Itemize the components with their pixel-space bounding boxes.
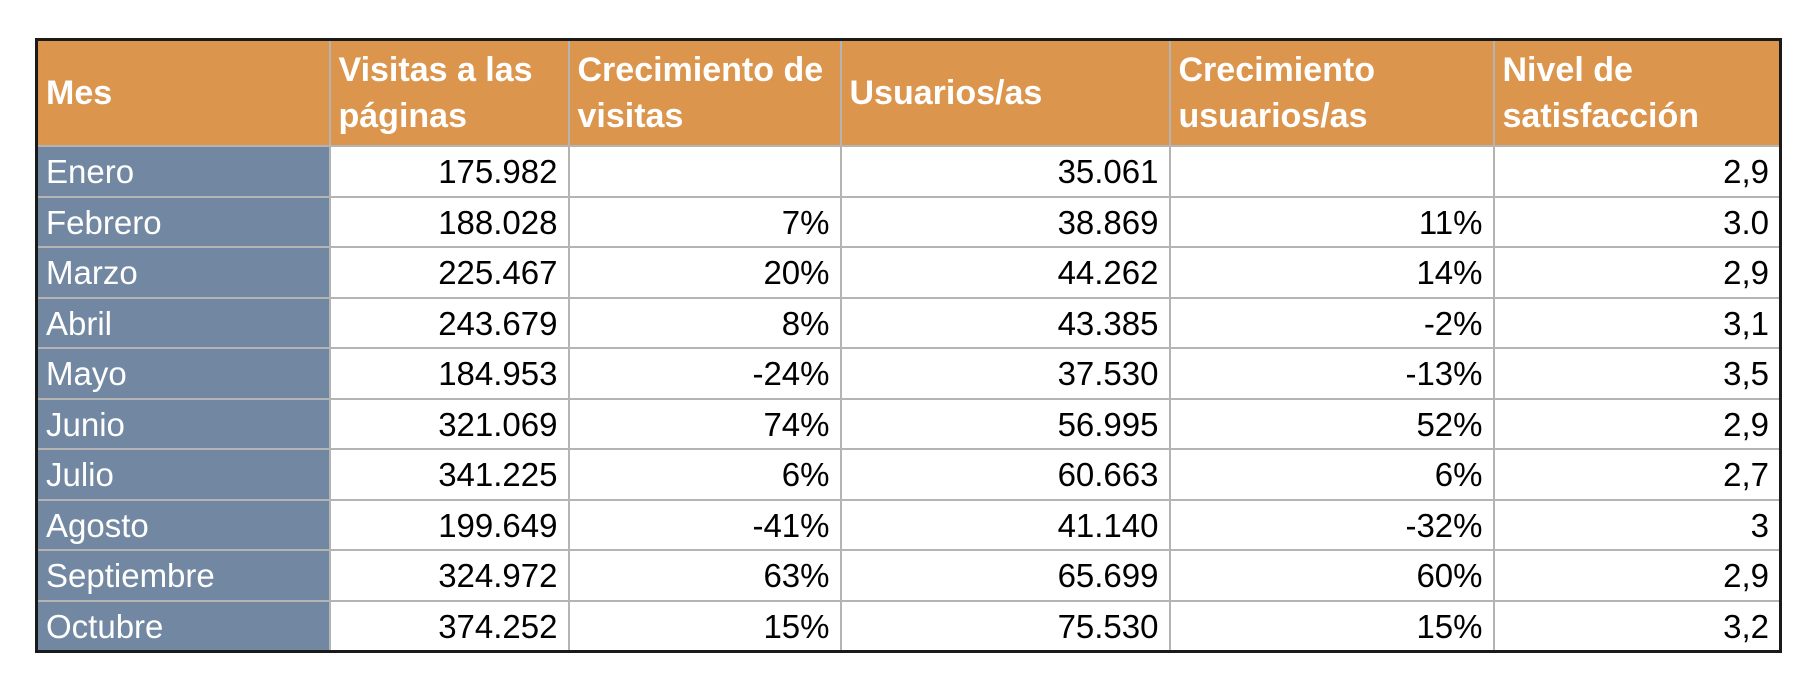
cell-crecimiento-visitas: 20% — [567, 246, 842, 299]
table-body: Enero 175.982 35.061 2,9 Febrero 188.028 7% 38.… — [36, 145, 1781, 651]
cell-mes: Septiembre — [36, 549, 331, 602]
cell-mes: Octubre — [36, 599, 331, 651]
cell-satisfaccion: 2,9 — [1492, 246, 1781, 299]
cell-satisfaccion: 3,5 — [1492, 347, 1781, 400]
cell-crecimiento-usuarios: 60% — [1168, 549, 1495, 602]
cell-crecimiento-visitas: -41% — [567, 498, 842, 551]
cell-crecimiento-visitas: 63% — [567, 549, 842, 602]
header-usuarios: Usuarios/as — [839, 39, 1171, 147]
cell-crecimiento-visitas: 7% — [567, 195, 842, 248]
header-visitas: Visitas a las páginas — [328, 39, 570, 147]
cell-crecimiento-visitas: -24% — [567, 347, 842, 400]
cell-mes: Enero — [36, 145, 331, 198]
header-crecimiento-usuarios: Crecimiento usuarios/as — [1168, 39, 1495, 147]
header-mes: Mes — [36, 39, 331, 147]
cell-visitas: 243.679 — [328, 296, 570, 349]
cell-crecimiento-visitas — [567, 145, 842, 198]
cell-satisfaccion: 2,9 — [1492, 549, 1781, 602]
cell-usuarios: 75.530 — [839, 599, 1171, 651]
cell-crecimiento-usuarios: 6% — [1168, 448, 1495, 501]
header-row: Mes Visitas a las páginas Crecimiento de… — [36, 39, 1781, 147]
cell-crecimiento-usuarios: 52% — [1168, 397, 1495, 450]
cell-mes: Junio — [36, 397, 331, 450]
table-row: Agosto 199.649 -41% 41.140 -32% 3 — [36, 498, 1781, 551]
cell-visitas: 188.028 — [328, 195, 570, 248]
table-row: Octubre 374.252 15% 75.530 15% 3,2 — [36, 599, 1781, 651]
cell-crecimiento-visitas: 6% — [567, 448, 842, 501]
cell-satisfaccion: 2,9 — [1492, 145, 1781, 198]
table-row: Mayo 184.953 -24% 37.530 -13% 3,5 — [36, 347, 1781, 400]
table-row: Septiembre 324.972 63% 65.699 60% 2,9 — [36, 549, 1781, 602]
cell-crecimiento-usuarios: 15% — [1168, 599, 1495, 651]
cell-crecimiento-visitas: 15% — [567, 599, 842, 651]
cell-satisfaccion: 2,7 — [1492, 448, 1781, 501]
cell-mes: Febrero — [36, 195, 331, 248]
monthly-stats-table: Mes Visitas a las páginas Crecimiento de… — [35, 38, 1782, 653]
table-row: Abril 243.679 8% 43.385 -2% 3,1 — [36, 296, 1781, 349]
cell-visitas: 225.467 — [328, 246, 570, 299]
cell-mes: Abril — [36, 296, 331, 349]
cell-mes: Marzo — [36, 246, 331, 299]
cell-satisfaccion: 2,9 — [1492, 397, 1781, 450]
header-crecimiento-visitas: Crecimiento de visitas — [567, 39, 842, 147]
cell-satisfaccion: 3,2 — [1492, 599, 1781, 651]
cell-crecimiento-visitas: 8% — [567, 296, 842, 349]
cell-satisfaccion: 3,1 — [1492, 296, 1781, 349]
table-row: Enero 175.982 35.061 2,9 — [36, 145, 1781, 198]
cell-visitas: 341.225 — [328, 448, 570, 501]
cell-crecimiento-visitas: 74% — [567, 397, 842, 450]
cell-usuarios: 35.061 — [839, 145, 1171, 198]
cell-visitas: 184.953 — [328, 347, 570, 400]
cell-usuarios: 41.140 — [839, 498, 1171, 551]
cell-usuarios: 60.663 — [839, 448, 1171, 501]
cell-crecimiento-usuarios — [1168, 145, 1495, 198]
cell-crecimiento-usuarios: 14% — [1168, 246, 1495, 299]
cell-usuarios: 37.530 — [839, 347, 1171, 400]
cell-satisfaccion: 3 — [1492, 498, 1781, 551]
cell-usuarios: 56.995 — [839, 397, 1171, 450]
cell-crecimiento-usuarios: 11% — [1168, 195, 1495, 248]
cell-mes: Julio — [36, 448, 331, 501]
cell-visitas: 321.069 — [328, 397, 570, 450]
cell-usuarios: 43.385 — [839, 296, 1171, 349]
cell-visitas: 374.252 — [328, 599, 570, 651]
cell-satisfaccion: 3.0 — [1492, 195, 1781, 248]
cell-usuarios: 65.699 — [839, 549, 1171, 602]
cell-visitas: 199.649 — [328, 498, 570, 551]
cell-usuarios: 44.262 — [839, 246, 1171, 299]
cell-mes: Mayo — [36, 347, 331, 400]
cell-visitas: 324.972 — [328, 549, 570, 602]
table-row: Marzo 225.467 20% 44.262 14% 2,9 — [36, 246, 1781, 299]
cell-crecimiento-usuarios: -13% — [1168, 347, 1495, 400]
table-row: Junio 321.069 74% 56.995 52% 2,9 — [36, 397, 1781, 450]
table-row: Julio 341.225 6% 60.663 6% 2,7 — [36, 448, 1781, 501]
cell-mes: Agosto — [36, 498, 331, 551]
header-satisfaccion: Nivel de satisfacción — [1492, 39, 1781, 147]
table-row: Febrero 188.028 7% 38.869 11% 3.0 — [36, 195, 1781, 248]
cell-visitas: 175.982 — [328, 145, 570, 198]
cell-crecimiento-usuarios: -32% — [1168, 498, 1495, 551]
cell-crecimiento-usuarios: -2% — [1168, 296, 1495, 349]
cell-usuarios: 38.869 — [839, 195, 1171, 248]
